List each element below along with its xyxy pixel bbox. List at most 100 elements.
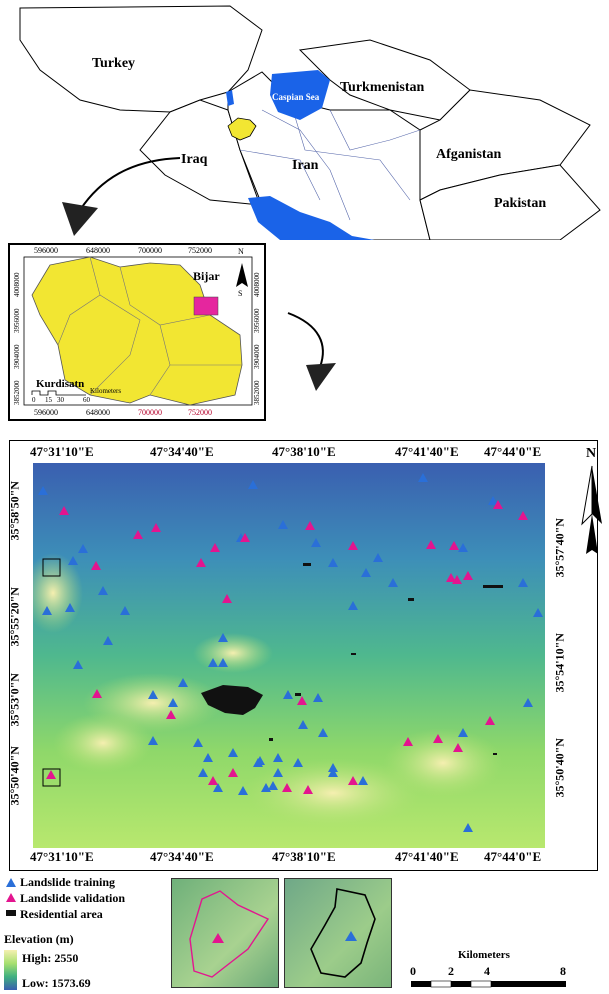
legend-elevation-low: Low: 1573.69 (22, 976, 91, 990)
landslide-validation-point (433, 734, 443, 743)
coord-bottom-3: 47°38'10"E (272, 849, 336, 864)
coord-right-2: 35°54'10"N (552, 633, 567, 693)
landslide-training-point (488, 496, 498, 505)
landslide-validation-point (91, 561, 101, 570)
residential-patches (269, 563, 503, 755)
landslide-validation-point (449, 541, 459, 550)
landslide-validation-point (228, 768, 238, 777)
landslide-training-point (68, 556, 78, 565)
landslide-training-point (458, 543, 468, 552)
landslide-validation-point (493, 500, 503, 509)
zoom-panel-validation (171, 878, 279, 988)
landslide-validation-point (485, 716, 495, 725)
inset-top-tick: 648000 (86, 246, 110, 255)
landslide-training-point (42, 606, 52, 615)
landslide-training-point (38, 486, 48, 495)
coord-left-1: 35°58'50"N (7, 481, 22, 541)
scalebar-title: Kilometers (458, 949, 510, 961)
landslide-training-point (248, 480, 258, 489)
landslide-training-point (178, 678, 188, 687)
landslide-training-point (388, 578, 398, 587)
inset-left-tick: 3852000 (13, 380, 21, 406)
landslide-training-point (328, 763, 338, 772)
landslide-training-point (373, 553, 383, 562)
zoom-panel-training (284, 878, 392, 988)
landslide-validation-point (92, 689, 102, 698)
label-turkey: Turkey (92, 56, 136, 71)
landslide-training-point (218, 658, 228, 667)
scalebar-2: 2 (448, 964, 454, 978)
country-turkey (19, 5, 263, 113)
persian-gulf-shape (248, 196, 375, 240)
inset-bottom-tick: 700000 (138, 408, 162, 417)
inset-scale-60: 60 (83, 396, 90, 404)
north-arrow-icon (581, 465, 602, 554)
landslide-points (38, 473, 543, 832)
landslide-training-point (198, 768, 208, 777)
landslide-validation-point (348, 541, 358, 550)
inset-south-letter: S (238, 289, 243, 298)
inset-bottom-tick: 596000 (34, 408, 58, 417)
coord-right-1: 35°57'40"N (552, 518, 567, 578)
lake-shape (226, 90, 234, 106)
scalebar-bar (411, 980, 566, 988)
iran-province-borders (239, 99, 421, 221)
landslide-training-point (313, 693, 323, 702)
study-area-frame (9, 440, 598, 871)
landslide-training-point (253, 758, 263, 767)
landslide-validation-point (403, 737, 413, 746)
inset-scale-unit: Kilometers (90, 387, 122, 395)
elevation-map (33, 463, 545, 848)
inset-scale-30: 30 (57, 396, 64, 404)
country-pakistan (419, 164, 601, 240)
landslide-training-point (358, 776, 368, 785)
landslide-validation-point (297, 696, 307, 705)
landslide-validation-point (463, 571, 473, 580)
inset-right-tick: 3904000 (253, 344, 261, 370)
coord-bottom-2: 47°34'40"E (150, 849, 214, 864)
landslide-validation-point (305, 521, 315, 530)
inset-top-tick: 596000 (34, 246, 58, 255)
landslide-training-point (103, 636, 113, 645)
landslide-training-point (73, 660, 83, 669)
landslide-training-point (278, 520, 288, 529)
landslide-training-point (98, 586, 108, 595)
landslide-training-point (228, 748, 238, 757)
landslide-validation-point (59, 506, 69, 515)
landslide-validation-point (518, 511, 528, 520)
inset-right-tick: 4008000 (253, 272, 261, 298)
label-afganistan: Afganistan (436, 147, 502, 162)
landslide-validation-point (133, 530, 143, 539)
landslide-validation-point (446, 573, 456, 582)
label-pakistan: Pakistan (494, 196, 547, 211)
landslide-training-point (273, 768, 283, 777)
landslide-training-point (65, 603, 75, 612)
landslide-training-point (238, 786, 248, 795)
coord-top-1: 47°31'10"E (30, 444, 94, 459)
label-iraq: Iraq (181, 152, 208, 167)
inset-top-tick: 752000 (188, 246, 212, 255)
scalebar-4: 4 (484, 964, 490, 978)
coord-left-3: 35°53'0"N (7, 673, 22, 727)
landslide-training-point (298, 720, 308, 729)
inset-north-arrow-icon (236, 263, 248, 287)
landslide-training-point (148, 690, 158, 699)
landslide-training-point (458, 728, 468, 737)
landslide-validation-point (222, 594, 232, 603)
landslide-training-point (208, 658, 218, 667)
inset-marker-bottom (42, 768, 61, 787)
arrow-to-study-icon (287, 312, 336, 391)
legend-training-icon (6, 878, 16, 887)
landslide-validation-point (166, 710, 176, 719)
zoom-training-point-icon (345, 931, 357, 941)
landslide-validation-point (282, 783, 292, 792)
landslide-training-point (523, 698, 533, 707)
landslide-validation-point (452, 575, 462, 584)
legend-validation-icon (6, 893, 16, 902)
landslide-validation-point (151, 523, 161, 532)
legend-training-label: Landslide training (20, 875, 116, 889)
landslide-training-point (418, 473, 428, 482)
coord-top-3: 47°38'10"E (272, 444, 336, 459)
inset-map: 596000 648000 700000 752000 596000 64800… (8, 243, 266, 421)
inset-top-tick: 700000 (138, 246, 162, 255)
